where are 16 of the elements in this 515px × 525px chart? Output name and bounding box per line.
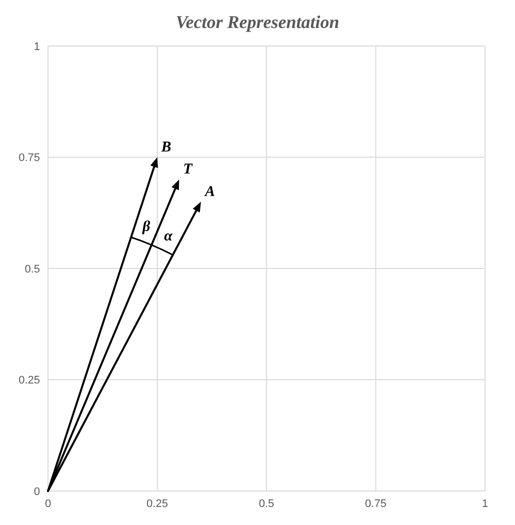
- chart-title: Vector Representation: [174, 11, 340, 34]
- y-tick-label: 0.5: [24, 263, 40, 276]
- annotation: T: [183, 162, 194, 178]
- x-tick-label: 1: [482, 498, 488, 510]
- y-tick-label: 1: [34, 40, 40, 53]
- y-tick-label: 0: [34, 486, 40, 498]
- y-tick-label: 0.75: [18, 152, 40, 164]
- annotation: B: [160, 139, 172, 156]
- annotation: β: [141, 219, 150, 236]
- annotation: α: [164, 228, 174, 244]
- annotation: A: [204, 184, 215, 200]
- x-tick-label: 0.75: [365, 498, 386, 510]
- y-tick-label: 0.25: [18, 374, 40, 387]
- x-tick-label: 0.25: [146, 498, 168, 510]
- x-tick-label: 0.5: [258, 498, 274, 510]
- x-tick-label: 0: [44, 498, 52, 510]
